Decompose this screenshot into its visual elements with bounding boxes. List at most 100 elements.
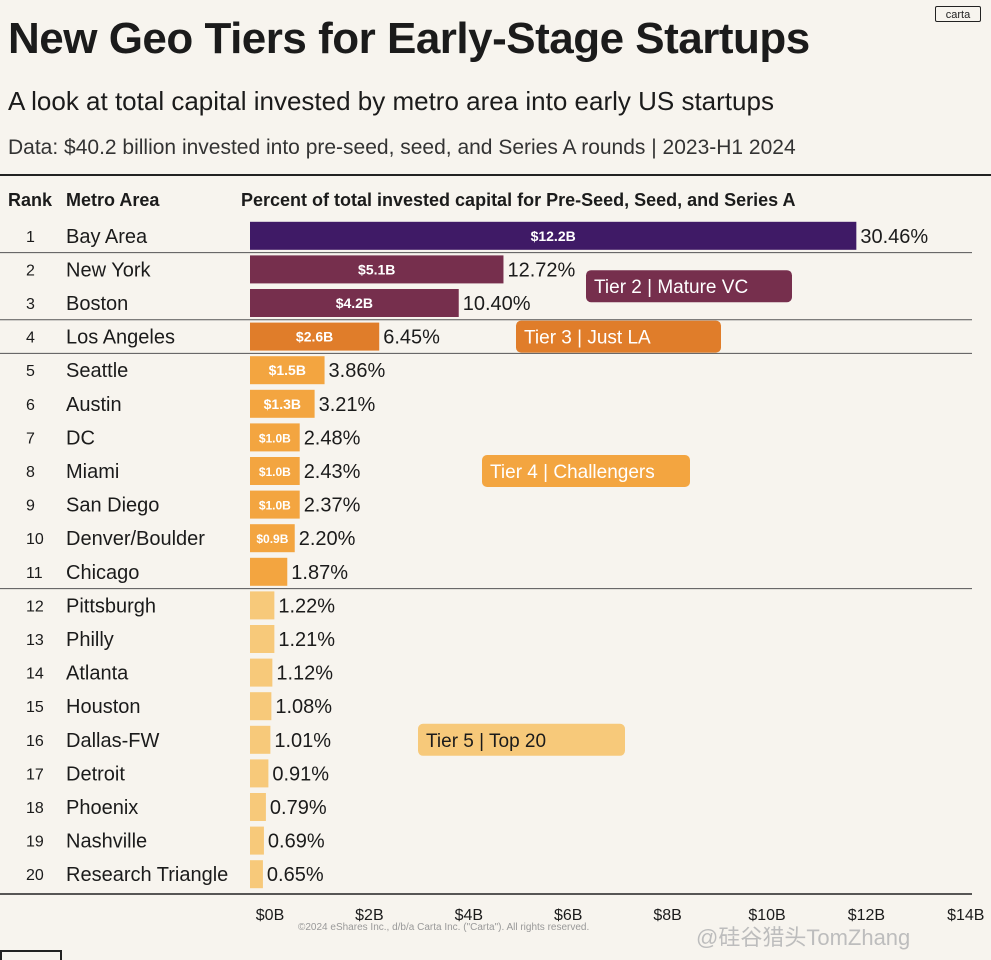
metro-label: Research Triangle: [66, 864, 228, 886]
bar: [250, 793, 266, 821]
data-note: Data: $40.2 billion invested into pre-se…: [8, 136, 796, 159]
rank-label: 12: [26, 598, 44, 615]
metro-label: Nashville: [66, 831, 147, 853]
x-tick-label: $4B: [455, 907, 483, 924]
metro-label: Pittsburgh: [66, 595, 156, 617]
bar-value-label: $4.2B: [336, 295, 373, 311]
rank-label: 5: [26, 363, 35, 380]
bar-value-label: $1.5B: [269, 362, 306, 378]
percent-label: 6.45%: [383, 327, 440, 349]
percent-label: 1.12%: [276, 663, 333, 685]
bar: [250, 423, 300, 452]
bar: [250, 255, 504, 284]
bar-value-label: $1.0B: [259, 465, 291, 479]
rank-label: 2: [26, 262, 35, 279]
bar-value-label: $1.0B: [259, 499, 291, 513]
row-7: 7 DC $1.0B 2.48%: [26, 423, 361, 452]
tier-label-box: [418, 723, 625, 756]
x-tick-label: $12B: [848, 907, 885, 924]
row-11: 11 Chicago 1.87%: [26, 557, 348, 586]
x-tick-label: $0B: [256, 907, 284, 924]
bar: [250, 692, 272, 721]
metro-label: Phoenix: [66, 797, 138, 819]
rank-label: 3: [26, 296, 35, 313]
metro-label: Denver/Boulder: [66, 528, 205, 550]
chart-column-header: Percent of total invested capital for Pr…: [241, 190, 796, 210]
metro-label: New York: [66, 259, 151, 281]
percent-label: 12.72%: [507, 259, 575, 281]
rank-label: 11: [26, 565, 43, 582]
percent-label: 2.43%: [304, 461, 361, 483]
tier-4-label: Tier 4 | Challengers: [482, 455, 690, 487]
page-subtitle: A look at total capital invested by metr…: [8, 86, 774, 116]
bar: [250, 557, 288, 586]
row-19: 19 Nashville 0.69%: [26, 826, 325, 855]
metro-label: San Diego: [66, 495, 159, 517]
rank-label: 16: [26, 733, 44, 750]
bar-value-label: $5.1B: [358, 261, 395, 277]
metro-label: Bay Area: [66, 226, 148, 248]
bar: [250, 759, 269, 788]
rank-label: 14: [26, 666, 44, 683]
row-4: 4 Los Angeles $2.6B 6.45%: [26, 322, 440, 351]
metro-label: Houston: [66, 696, 141, 718]
row-5: 5 Seattle $1.5B 3.86%: [26, 356, 385, 385]
percent-label: 2.48%: [304, 427, 361, 449]
metro-label: Atlanta: [66, 663, 129, 685]
percent-label: 0.69%: [268, 831, 325, 853]
row-9: 9 San Diego $1.0B 2.37%: [26, 490, 361, 519]
x-tick-label: $6B: [554, 907, 582, 924]
rank-label: 8: [26, 464, 35, 481]
header-divider: [0, 174, 991, 176]
percent-label: 10.40%: [463, 293, 531, 315]
percent-label: 1.22%: [278, 595, 335, 617]
row-1: 1 Bay Area $12.2B 30.46%: [26, 221, 928, 250]
metro-label: DC: [66, 427, 95, 449]
row-8: 8 Miami $1.0B 2.43%: [26, 457, 361, 485]
row-15: 15 Houston 1.08%: [26, 692, 332, 721]
copyright-footer: ©2024 eShares Inc., d/b/a Carta Inc. ("C…: [298, 922, 590, 933]
row-12: 12 Pittsburgh 1.22%: [26, 591, 335, 620]
bar: [250, 457, 300, 485]
bar: [250, 725, 271, 754]
tier-3-label: Tier 3 | Just LA: [516, 320, 721, 353]
percent-label: 0.91%: [272, 763, 329, 785]
page-title: New Geo Tiers for Early-Stage Startups: [8, 14, 810, 63]
rank-label: 9: [26, 498, 35, 515]
tier-5-label: Tier 5 | Top 20: [418, 723, 625, 756]
rank-label: 19: [26, 834, 44, 851]
bar-value-label: $12.2B: [531, 228, 576, 244]
rank-label: 13: [26, 632, 44, 649]
metro-label: Austin: [66, 394, 122, 416]
tier-label-text: Tier 5 | Top 20: [426, 731, 546, 752]
row-18: 18 Phoenix 0.79%: [26, 793, 327, 821]
percent-label: 30.46%: [860, 226, 928, 248]
rank-label: 17: [26, 766, 44, 783]
metro-label: Seattle: [66, 360, 128, 382]
percent-label: 1.08%: [275, 696, 332, 718]
tier-label-box: [586, 270, 792, 303]
bar: [250, 524, 295, 553]
x-tick-label: $2B: [355, 907, 383, 924]
bar-value-label: $2.6B: [296, 329, 333, 345]
bar-value-label: $1.0B: [259, 431, 291, 445]
metro-label: Detroit: [66, 763, 125, 785]
percent-label: 0.65%: [267, 864, 324, 886]
row-14: 14 Atlanta 1.12%: [26, 658, 333, 687]
rank-label: 4: [26, 330, 35, 347]
rank-label: 6: [26, 397, 35, 414]
bar: [250, 289, 459, 317]
row-10: 10 Denver/Boulder $0.9B 2.20%: [26, 524, 356, 553]
row-3: 3 Boston $4.2B 10.40%: [26, 289, 531, 317]
tier-2-label: Tier 2 | Mature VC: [586, 270, 792, 303]
metro-label: Boston: [66, 293, 128, 315]
tier-label-text: Tier 2 | Mature VC: [594, 277, 748, 298]
rank-label: 20: [26, 867, 44, 884]
metro-label: Miami: [66, 461, 119, 483]
row-16: 16 Dallas-FW 1.01%: [26, 725, 331, 754]
row-20: 20 Research Triangle 0.65%: [26, 860, 324, 889]
bar-value-label: $0.9B: [256, 532, 288, 546]
percent-label: 1.87%: [291, 562, 348, 584]
carta-logo: carta: [935, 6, 981, 22]
